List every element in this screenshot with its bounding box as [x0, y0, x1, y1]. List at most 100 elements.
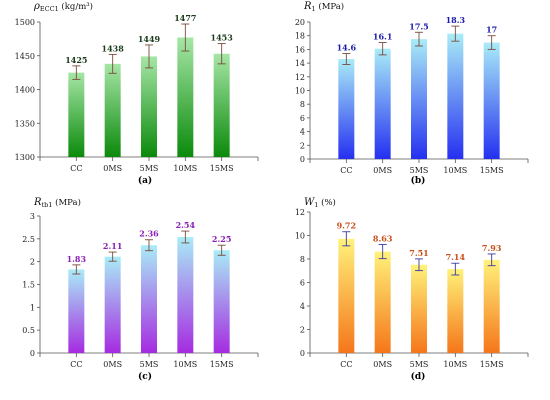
chart-c-x-tick-label: 15MS	[210, 360, 234, 369]
chart-c-y-tick-label: 2	[30, 258, 35, 267]
chart-d-y-tick-label: 10	[295, 232, 305, 241]
chart-a-bar-15ms	[213, 53, 230, 157]
chart-c-x-tick-label: CC	[70, 360, 82, 369]
chart-b-value-label: 14.6	[337, 43, 357, 53]
chart-c-x-tick-label: 10MS	[173, 360, 197, 369]
chart-a: ρECC1 (kg/m³) 1300 1350 1400 1450 1500 1425 CC 1…	[15, 1, 259, 186]
chart-a-value-label: 1453	[211, 33, 234, 43]
chart-b-panel-label: (b)	[411, 175, 426, 186]
chart-a-value-label: 1477	[174, 13, 196, 23]
chart-b-y-tick-label: 14	[295, 59, 305, 68]
chart-d-bar-cc	[338, 238, 355, 353]
chart-c-y-tick-label: 0	[30, 349, 35, 358]
chart-b-x-tick-label: CC	[340, 166, 352, 175]
chart-b-x-tick-label: 15MS	[480, 166, 504, 175]
chart-b-bar-10ms	[447, 33, 464, 159]
chart-c-value-label: 1.83	[67, 254, 87, 264]
chart-a-x-tick-label: 15MS	[210, 164, 234, 173]
chart-a-x-tick-label: 5MS	[140, 164, 159, 173]
chart-d-value-label: 7.14	[446, 252, 466, 262]
chart-d-x-tick-label: 10MS	[443, 360, 467, 369]
chart-c-value-label: 2.11	[103, 241, 122, 251]
chart-c-y-tick-label: 1	[30, 303, 35, 312]
chart-b-bar-0ms	[374, 48, 391, 160]
chart-a-y-tick-label: 1450	[15, 52, 35, 61]
chart-c-bar-10ms	[177, 237, 194, 353]
chart-d-x-tick-label: 15MS	[480, 360, 504, 369]
chart-d-value-label: 7.93	[482, 243, 502, 253]
chart-c-value-label: 2.54	[176, 220, 196, 230]
chart-b-bar-5ms	[411, 39, 427, 159]
chart-d-y-tick-label: 6	[300, 279, 305, 288]
chart-b-y-tick-label: 6	[300, 114, 305, 123]
chart-c-panel-label: (c)	[138, 371, 152, 382]
chart-d-panel-label: (d)	[411, 371, 426, 382]
chart-c: Rtb1 (MPa) 0 0.5 1 1.5 2 2.5 3 1.83 CC 2.11 0MS 2.36…	[22, 197, 259, 382]
chart-a-x-tick-label: CC	[70, 164, 82, 173]
chart-c-bar-0ms	[104, 256, 121, 353]
chart-b-y-axis-label: R1 (MPa)	[303, 1, 344, 13]
chart-d-y-tick-label: 0	[300, 349, 305, 358]
chart-d-x-tick-label: 0MS	[373, 360, 392, 369]
chart-d-bar-15ms	[483, 259, 500, 353]
chart-b-bar-cc	[338, 58, 355, 159]
chart-a-value-label: 1425	[65, 55, 87, 65]
chart-b-y-tick-label: 18	[295, 32, 305, 41]
chart-d-y-tick-label: 2	[300, 326, 305, 335]
chart-d-y-axis-label: W1 (%)	[304, 197, 336, 209]
chart-a-bar-5ms	[141, 56, 157, 157]
chart-b-y-tick-label: 20	[295, 18, 305, 27]
chart-a-y-axis-label: ρECC1 (kg/m³)	[33, 1, 93, 13]
chart-b-y-tick-label: 4	[300, 128, 305, 137]
chart-c-bar-cc	[68, 269, 85, 353]
chart-b-y-tick-label: 16	[295, 45, 305, 54]
chart-b-x-tick-label: 5MS	[410, 166, 429, 175]
chart-c-y-tick-label: 0.5	[22, 326, 35, 335]
chart-d: W1 (%) 0 2 4 6 8 10 12 9.72 CC 8.63 0MS 7.51 5MS 7.14 1…	[295, 197, 529, 382]
chart-b-y-tick-label: 10	[295, 87, 305, 96]
chart-a-x-tick-label: 0MS	[103, 164, 122, 173]
chart-a-x-tick-label: 10MS	[173, 164, 197, 173]
chart-b-x-tick-label: 10MS	[443, 166, 467, 175]
chart-b-y-tick-label: 0	[300, 155, 305, 164]
chart-d-y-tick-label: 12	[295, 208, 305, 217]
chart-b-y-tick-label: 8	[300, 100, 305, 109]
chart-c-y-axis-label: Rtb1 (MPa)	[33, 197, 81, 209]
chart-b: R1 (MPa) 0 2 4 6 8 10 12 14 16 18 20 14.6 CC 16.1 0MS 17…	[295, 1, 529, 186]
chart-d-y-tick-label: 8	[300, 255, 305, 264]
chart-c-y-tick-label: 1.5	[22, 281, 35, 290]
chart-b-x-tick-label: 0MS	[373, 166, 392, 175]
chart-a-value-label: 1449	[138, 34, 161, 44]
chart-b-value-label: 17	[486, 25, 497, 35]
chart-a-value-label: 1438	[102, 43, 125, 53]
chart-c-bar-15ms	[213, 250, 230, 353]
chart-d-bar-10ms	[447, 269, 464, 353]
chart-d-y-tick-label: 4	[300, 302, 305, 311]
chart-d-value-label: 9.72	[337, 221, 356, 231]
chart-a-bar-10ms	[177, 37, 194, 157]
chart-b-bar-15ms	[483, 42, 500, 159]
chart-c-bar-5ms	[141, 245, 157, 353]
chart-a-bar-0ms	[104, 63, 121, 157]
chart-c-value-label: 2.25	[212, 234, 231, 244]
chart-c-x-tick-label: 5MS	[140, 360, 159, 369]
chart-d-value-label: 7.51	[409, 248, 428, 258]
chart-d-bar-5ms	[411, 264, 427, 353]
chart-b-value-label: 17.5	[409, 21, 428, 31]
chart-a-y-tick-label: 1300	[15, 153, 35, 162]
chart-b-value-label: 16.1	[373, 32, 392, 42]
chart-d-x-tick-label: CC	[340, 360, 352, 369]
chart-a-panel-label: (a)	[138, 175, 152, 186]
chart-a-y-tick-label: 1400	[15, 86, 35, 95]
chart-a-bar-cc	[68, 72, 85, 157]
chart-d-value-label: 8.63	[373, 234, 393, 244]
chart-a-y-tick-label: 1350	[15, 119, 35, 128]
chart-a-y-tick-label: 1500	[15, 18, 35, 27]
chart-b-y-tick-label: 12	[295, 73, 305, 82]
chart-b-value-label: 18.3	[446, 15, 466, 25]
chart-b-y-tick-label: 2	[300, 141, 305, 150]
chart-d-x-tick-label: 5MS	[410, 360, 429, 369]
chart-d-bar-0ms	[374, 251, 391, 353]
chart-c-y-tick-label: 3	[30, 212, 35, 221]
